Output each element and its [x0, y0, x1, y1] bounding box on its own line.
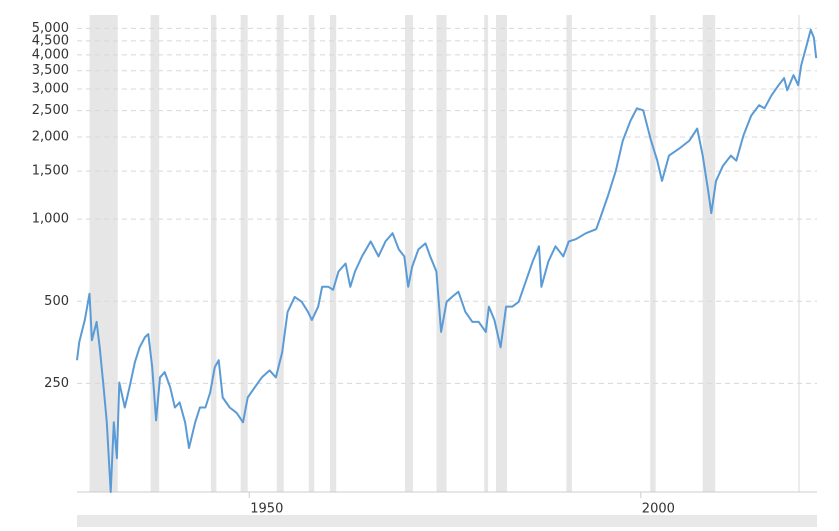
- y-tick-label: 1,500: [32, 164, 69, 179]
- y-tick-label: 2,000: [32, 130, 69, 145]
- y-tick-label: 3,500: [32, 63, 69, 78]
- recession-band: [150, 15, 160, 492]
- x-tick-label: 1950: [250, 502, 283, 517]
- recession-band: [405, 15, 413, 492]
- recession-band: [650, 15, 656, 492]
- recession-band: [276, 15, 284, 492]
- recession-band: [210, 15, 217, 492]
- recession-band: [329, 15, 337, 492]
- y-tick-label: 4,000: [32, 47, 69, 62]
- data-line: [76, 28, 818, 493]
- recession-band: [89, 15, 118, 492]
- recession-band: [495, 15, 507, 492]
- y-tick-label: 3,000: [32, 81, 69, 96]
- recession-band: [240, 15, 248, 492]
- recession-band: [566, 15, 572, 492]
- y-tick-label: 250: [44, 376, 69, 391]
- y-tick-label: 1,000: [32, 212, 69, 227]
- y-tick-label: 2,500: [32, 103, 69, 118]
- y-tick-label: 4,500: [32, 33, 69, 48]
- recession-band: [436, 15, 447, 492]
- y-tick-label: 500: [44, 294, 69, 309]
- x-tick-label: 2000: [642, 502, 675, 517]
- y-tick-label: 5,000: [32, 21, 69, 36]
- navigator-bar: [77, 515, 817, 527]
- recession-band: [702, 15, 716, 492]
- recession-band: [308, 15, 315, 492]
- recession-band: [484, 15, 489, 492]
- recession-band: [798, 15, 800, 492]
